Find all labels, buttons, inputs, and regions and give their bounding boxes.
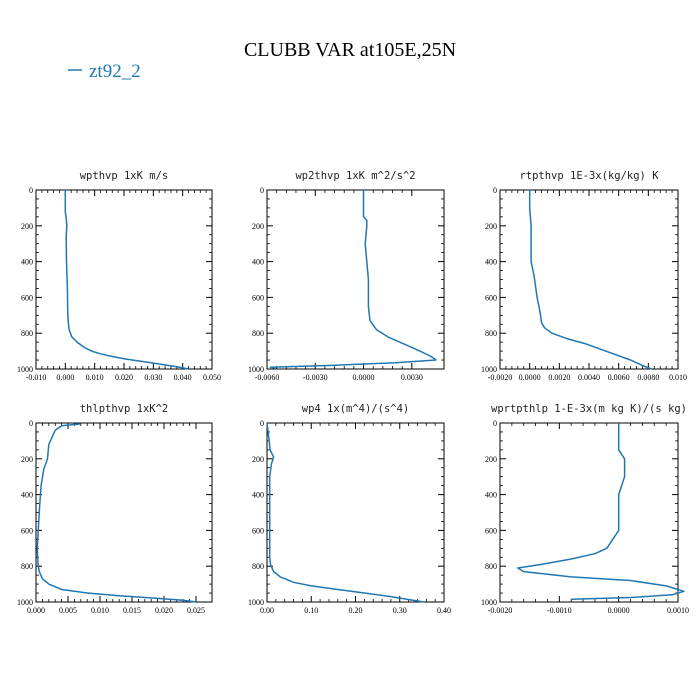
y-tick-label: 600 — [485, 293, 497, 302]
y-tick-label: 1000 — [481, 365, 497, 374]
x-tick-label: -0.010 — [26, 373, 47, 382]
series-line — [36, 423, 197, 603]
y-tick-label: 1000 — [248, 598, 264, 607]
y-tick-label: 0 — [493, 419, 497, 428]
x-tick-label: -0.0020 — [488, 373, 513, 382]
series-line — [517, 423, 685, 601]
x-tick-label: -0.0060 — [255, 373, 280, 382]
figure-title: CLUBB VAR at105E,25N — [244, 39, 456, 61]
series-line — [528, 190, 652, 370]
x-tick-label: 0.010 — [669, 373, 687, 382]
panel-title: rtpthvp 1E-3x(kg/kg) K — [519, 170, 659, 182]
y-tick-label: 0 — [29, 419, 33, 428]
y-tick-label: 1000 — [17, 365, 33, 374]
x-tick-label: 0.000 — [56, 373, 74, 382]
x-tick-label: 0.0020 — [548, 373, 570, 382]
y-tick-label: 400 — [21, 491, 33, 500]
series-line — [269, 190, 437, 369]
y-tick-label: 400 — [252, 258, 264, 267]
y-tick-label: 600 — [21, 526, 33, 535]
x-tick-label: 0.0080 — [637, 373, 659, 382]
y-tick-label: 1000 — [248, 365, 264, 374]
y-tick-label: 800 — [252, 329, 264, 338]
x-tick-label: 0.0030 — [401, 373, 423, 382]
panel-title: wpthvp 1xK m/s — [80, 170, 169, 182]
x-tick-label: 0.030 — [144, 373, 162, 382]
x-tick-label: -0.0030 — [303, 373, 328, 382]
x-tick-label: 0.040 — [174, 373, 192, 382]
y-tick-label: 0 — [493, 186, 497, 195]
x-tick-label: 0.0040 — [578, 373, 600, 382]
x-tick-label: 0.025 — [187, 606, 205, 615]
y-tick-label: 800 — [485, 562, 497, 571]
x-tick-label: 0.010 — [91, 606, 109, 615]
y-tick-label: 800 — [21, 329, 33, 338]
y-tick-label: 0 — [29, 186, 33, 195]
x-tick-label: -0.0020 — [488, 606, 513, 615]
legend: zt92_2 — [68, 61, 141, 82]
y-tick-label: 0 — [260, 186, 264, 195]
x-tick-label: 0.050 — [203, 373, 221, 382]
x-tick-label: 0.000 — [27, 606, 45, 615]
x-tick-label: 0.0060 — [608, 373, 630, 382]
y-tick-label: 800 — [252, 562, 264, 571]
y-tick-label: 400 — [21, 258, 33, 267]
x-tick-label: 0.20 — [349, 606, 363, 615]
y-tick-label: 200 — [485, 455, 497, 464]
panels: wpthvp 1xK m/s-0.010 0.000 0.010 0.020 0.030… — [17, 170, 689, 615]
x-tick-label: 0.020 — [155, 606, 173, 615]
y-tick-label: 1000 — [481, 598, 497, 607]
panel-title: thlpthvp 1xK^2 — [80, 403, 169, 415]
x-tick-label: 0.0000 — [353, 373, 375, 382]
x-tick-label: 0.015 — [123, 606, 141, 615]
y-tick-label: 1000 — [17, 598, 33, 607]
chart-panel-2: wp2thvp 1xK m^2/s^2 -0.0060 -0.0030 0.0000 0… — [248, 170, 445, 382]
y-tick-label: 200 — [21, 455, 33, 464]
y-tick-label: 0 — [260, 419, 264, 428]
y-tick-label: 600 — [21, 293, 33, 302]
y-tick-label: 400 — [485, 258, 497, 267]
series-line — [64, 190, 189, 370]
series-line — [266, 422, 425, 603]
y-tick-label: 400 — [485, 491, 497, 500]
x-tick-label: 0.010 — [86, 373, 104, 382]
y-tick-label: 200 — [252, 222, 264, 231]
x-tick-label: -0.0010 — [547, 606, 572, 615]
x-tick-label: 0.020 — [115, 373, 133, 382]
chart-panel-3: rtpthvp 1E-3x(kg/kg) K -0.0020 0.0000 0.002… — [481, 170, 687, 382]
chart-panel-5: wp4 1x(m^4)/(s^4) 0.00 0.10 0.20 0.30 0.40 0 20… — [248, 403, 451, 615]
y-tick-label: 600 — [252, 293, 264, 302]
panel-title: wp4 1x(m^4)/(s^4) — [302, 403, 409, 415]
y-tick-label: 800 — [485, 329, 497, 338]
y-tick-label: 200 — [485, 222, 497, 231]
panel-title: wp2thvp 1xK m^2/s^2 — [295, 170, 415, 182]
legend-label: zt92_2 — [89, 61, 141, 82]
x-tick-label: 0.30 — [393, 606, 407, 615]
x-tick-label: 0.0000 — [608, 606, 630, 615]
x-tick-label: 0.005 — [59, 606, 77, 615]
y-tick-label: 600 — [252, 526, 264, 535]
y-tick-label: 400 — [252, 491, 264, 500]
chart-panel-1: wpthvp 1xK m/s -0.010 0.000 0.010 0.020 0.030… — [17, 170, 221, 382]
y-tick-label: 200 — [252, 455, 264, 464]
y-tick-label: 800 — [21, 562, 33, 571]
x-tick-label: 0.0010 — [667, 606, 689, 615]
x-tick-label: 0.40 — [437, 606, 451, 615]
y-tick-label: 600 — [485, 526, 497, 535]
panel-title: wprtpthlp 1-E-3x(m kg K)/(s kg) — [491, 403, 687, 415]
y-tick-label: 200 — [21, 222, 33, 231]
x-tick-label: 0.00 — [260, 606, 274, 615]
x-tick-label: 0.0000 — [519, 373, 541, 382]
chart-panel-4: thlpthvp 1xK^2 0.000 0.005 0.010 0.015 0.020 0… — [17, 403, 213, 615]
x-tick-label: 0.10 — [304, 606, 318, 615]
chart-panel-6: wprtpthlp 1-E-3x(m kg K)/(s kg) -0.0020 -0… — [481, 403, 689, 615]
